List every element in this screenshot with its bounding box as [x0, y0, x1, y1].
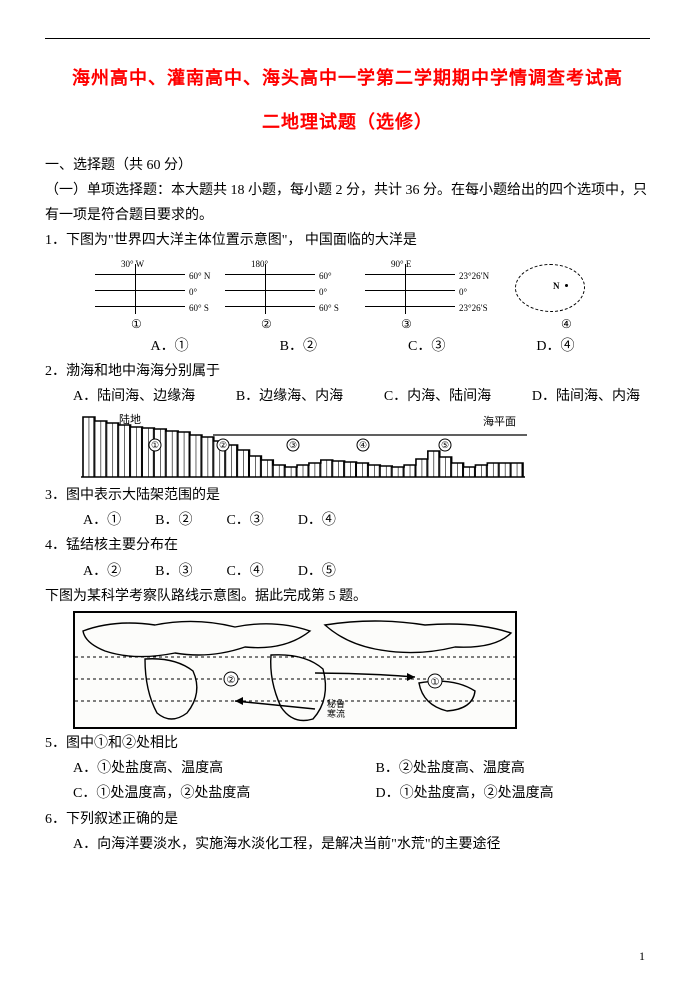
q6-opt-a: A．向海洋要淡水，实施海水淡化工程，是解决当前"水荒"的主要途径: [45, 832, 650, 857]
world-map-svg: ① ② 秘鲁 寒流: [75, 613, 517, 729]
doc-title-line1: 海州高中、灌南高中、海头高中一学第二学期期中学情调查考试高: [45, 62, 650, 94]
seabed-svg: 陆地 海平面 ① ② ③ ④ ⑤: [73, 411, 533, 481]
q2-opt-c: C．内海、陆间海: [384, 384, 491, 409]
q3-opt-a: A．①: [83, 508, 121, 533]
question-6: 6．下列叙述正确的是: [45, 807, 650, 832]
question-1: 1．下图为"世界四大洋主体位置示意图"， 中国面临的大洋是: [45, 228, 650, 253]
q3-options: A．① B．② C．③ D．④: [45, 508, 650, 533]
svg-text:陆地: 陆地: [119, 412, 141, 426]
q4-opt-c: C．④: [226, 559, 263, 584]
svg-text:①: ①: [151, 440, 159, 450]
q1-opt-d: D．④: [536, 334, 574, 359]
q5-opt-d: D．①处盐度高，②处温度高: [348, 781, 651, 806]
svg-text:秘鲁: 秘鲁: [327, 698, 345, 709]
svg-text:①: ①: [431, 677, 440, 688]
q5-opt-b: B．②处盐度高、温度高: [348, 756, 651, 781]
q3-opt-d: D．④: [298, 508, 336, 533]
q4-options: A．② B．③ C．④ D．⑤: [45, 559, 650, 584]
figure-seabed-profile: 陆地 海平面 ① ② ③ ④ ⑤: [73, 411, 650, 481]
figure-oceans: 30° W60° N0°60° S①180°60°0°60° S②90° E23…: [95, 258, 615, 332]
q1-options: A．① B．② C．③ D．④: [45, 334, 650, 359]
top-rule: [45, 38, 650, 39]
svg-text:⑤: ⑤: [441, 440, 449, 450]
q2-options: A．陆间海、边缘海 B．边缘海、内海 C．内海、陆间海 D．陆间海、内海: [45, 384, 650, 409]
page-number: 1: [639, 946, 645, 968]
q2-opt-a: A．陆间海、边缘海: [73, 384, 195, 409]
q3-opt-c: C．③: [226, 508, 263, 533]
q1-opt-a: A．①: [151, 334, 189, 359]
pre-q5-text: 下图为某科学考察队路线示意图。据此完成第 5 题。: [45, 584, 650, 609]
q2-opt-b: B．边缘海、内海: [236, 384, 343, 409]
question-5: 5．图中①和②处相比: [45, 731, 650, 756]
world-map-box: ① ② 秘鲁 寒流: [73, 611, 517, 729]
q3-opt-b: B．②: [155, 508, 192, 533]
q5-opt-a: A．①处盐度高、温度高: [45, 756, 348, 781]
question-2: 2．渤海和地中海海分别属于: [45, 359, 650, 384]
svg-text:②: ②: [227, 675, 236, 686]
doc-title-line2: 二地理试题（选修）: [45, 106, 650, 138]
svg-text:③: ③: [289, 440, 297, 450]
question-4: 4．锰结核主要分布在: [45, 533, 650, 558]
svg-text:海平面: 海平面: [483, 414, 516, 428]
question-3: 3．图中表示大陆架范围的是: [45, 483, 650, 508]
svg-text:④: ④: [359, 440, 367, 450]
q4-opt-d: D．⑤: [298, 559, 336, 584]
q1-opt-b: B．②: [280, 334, 317, 359]
svg-text:寒流: 寒流: [327, 708, 345, 719]
q4-opt-a: A．②: [83, 559, 121, 584]
q1-opt-c: C．③: [408, 334, 445, 359]
q5-opt-c: C．①处温度高，②处盐度高: [45, 781, 348, 806]
subsection-instructions: （一）单项选择题：本大题共 18 小题，每小题 2 分，共计 36 分。在每小题…: [45, 178, 650, 228]
q2-opt-d: D．陆间海、内海: [532, 384, 640, 409]
q4-opt-b: B．③: [155, 559, 192, 584]
q5-options: A．①处盐度高、温度高 B．②处盐度高、温度高 C．①处温度高，②处盐度高 D．…: [45, 756, 650, 806]
figure-world-route: ① ② 秘鲁 寒流: [73, 611, 650, 729]
svg-text:②: ②: [219, 440, 227, 450]
section-heading: 一、选择题（共 60 分）: [45, 153, 650, 178]
